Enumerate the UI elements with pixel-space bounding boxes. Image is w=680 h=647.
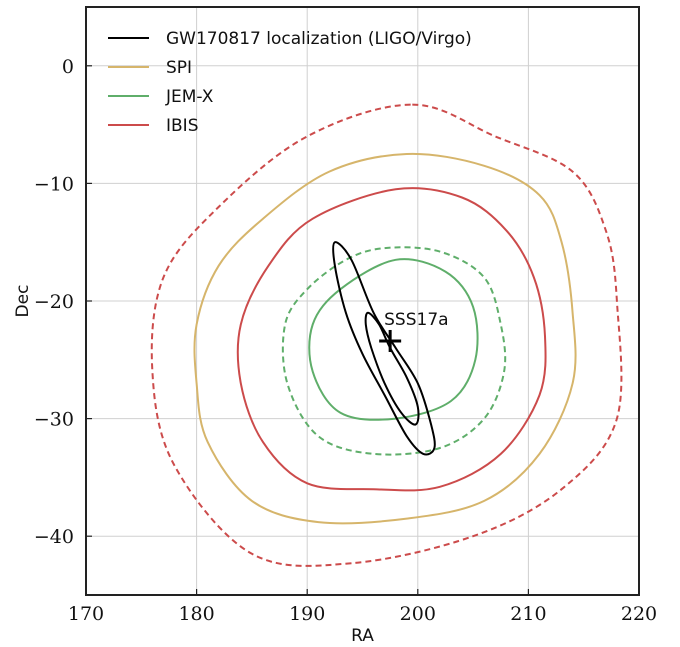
y-tick-label: −20 [34,291,74,313]
y-axis-title: Dec [13,285,33,318]
x-tick-label: 180 [178,603,214,625]
legend-label-jemx: JEM-X [165,87,214,107]
y-tick-label: −30 [34,409,74,431]
series-layer [150,103,623,567]
y-tick-label: −10 [34,173,74,195]
x-tick-label: 200 [400,603,436,625]
contour-spi-solid [193,152,577,525]
x-tick-label: 190 [289,603,325,625]
contour-jemx-dashed [281,246,507,456]
x-tick-label: 170 [68,603,104,625]
tick-layer: 170 180 190 200 210 220 0 −10 −20 −30 −40 [34,56,657,625]
x-axis-title: RA [351,626,374,646]
x-tick-label: 220 [621,603,657,625]
contour-jemx-solid [308,258,479,421]
legend-label-gw: GW170817 localization (LIGO/Virgo) [166,29,472,49]
x-tick-label: 210 [510,603,546,625]
contour-gw-solid [332,241,436,456]
sss17a-label: SSS17a [384,310,448,330]
y-tick-label: −40 [34,526,74,548]
contour-ibis-solid [236,187,547,492]
legend-label-spi: SPI [166,58,192,78]
legend: GW170817 localization (LIGO/Virgo) SPI JEM… [108,29,472,136]
contour-ibis-dashed [150,103,623,567]
legend-label-ibis: IBIS [166,116,198,136]
marker-layer: SSS17a [379,310,449,352]
y-tick-label: 0 [62,56,74,78]
